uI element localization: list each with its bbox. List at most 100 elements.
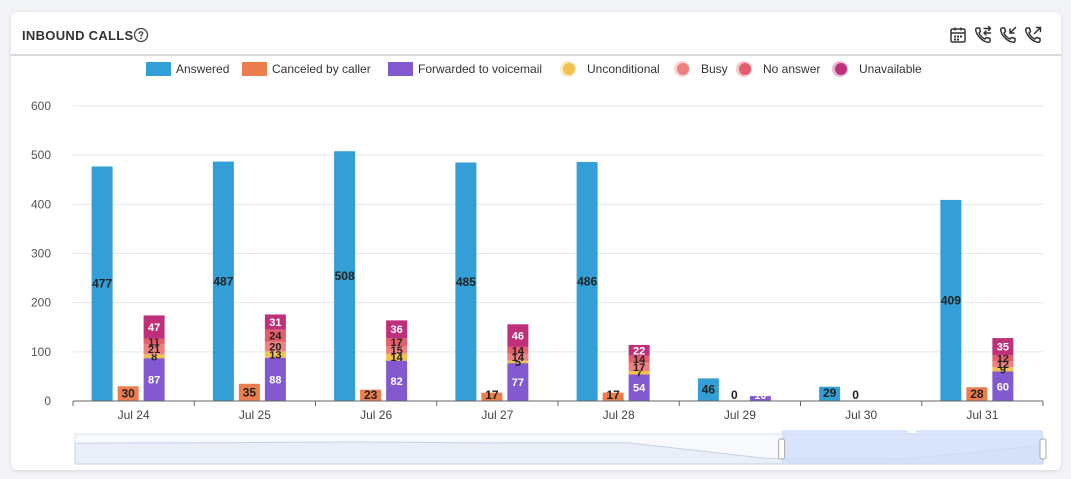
card-title: INBOUND CALLS [22,28,134,43]
legend-item[interactable]: No answer [736,61,820,77]
data-label: 487 [213,274,233,288]
bar-forwarded-to-voicemail[interactable]: 82 [386,360,408,401]
bar-forwarded-to-voicemail[interactable]: 10 [749,390,771,402]
bar-busy[interactable]: 20 [264,341,286,353]
bar-no-answer[interactable]: 11 [143,336,165,348]
bar-busy[interactable]: 15 [386,345,408,357]
bar-unavailable[interactable]: 46 [507,324,529,347]
phone-outgoing-icon[interactable] [1023,25,1043,45]
bar [697,378,719,401]
data-label: 22 [633,345,645,357]
legend-swatch [677,63,689,75]
bar-unavailable[interactable]: 31 [264,314,286,330]
bar-unconditional[interactable]: 13 [264,350,286,362]
data-label: 21 [148,344,160,356]
bar-busy[interactable]: 17 [628,362,650,374]
y-tick-label: 300 [31,247,51,261]
help-icon[interactable] [133,27,149,43]
bar-unconditional[interactable]: 5 [507,357,529,369]
bar-unconditional[interactable]: 9 [992,364,1014,376]
bar-answered[interactable]: 508 [334,151,356,401]
bar-forwarded-to-voicemail[interactable]: 88 [264,357,286,401]
legend-item[interactable]: Unavailable [832,61,922,77]
bar-forwarded-to-voicemail[interactable]: 60 [992,371,1014,402]
phone-inout-icon[interactable] [973,25,993,45]
data-label: 508 [335,269,355,283]
legend-item[interactable]: Answered [146,62,229,76]
x-tick-label: Jul 28 [603,408,635,422]
zoom-handle[interactable] [778,438,786,460]
legend-item[interactable]: Unconditional [560,61,660,77]
data-label: 12 [997,359,1009,371]
bar-forwarded-to-voicemail[interactable]: 77 [507,363,529,401]
bar-no-answer[interactable]: 17 [386,337,408,349]
bar-answered[interactable]: 487 [212,161,234,401]
bar-answered[interactable]: 46 [697,378,719,401]
bar-canceled[interactable]: 30 [117,386,139,401]
data-label: 35 [243,385,257,399]
bar-forwarded-to-voicemail[interactable]: 87 [143,358,165,401]
data-label: 46 [702,383,716,397]
legend-item[interactable]: Forwarded to voicemail [388,62,542,76]
legend-item[interactable]: Busy [674,61,728,77]
bar-segment [386,338,408,347]
bar-unavailable[interactable]: 35 [992,338,1014,356]
zoom-drag-handle[interactable] [908,430,917,433]
bar-canceled[interactable]: 17 [481,388,503,402]
bar-unconditional[interactable]: 7 [628,368,650,380]
data-label: 12 [997,353,1009,365]
calendar-icon[interactable] [948,25,968,45]
data-label: 17 [485,388,499,402]
legend-item[interactable]: Canceled by caller [242,62,371,76]
bar-segment [264,357,286,401]
zoom-window[interactable] [781,430,1043,464]
data-label: 31 [269,317,281,329]
bar [966,387,988,401]
y-tick-label: 500 [31,148,51,162]
bar-canceled[interactable]: 28 [966,387,988,401]
bar-canceled[interactable]: 35 [238,383,260,401]
y-axis: 0 100 200 300 400 500 600 [31,99,51,408]
bar-segment [507,324,529,347]
bar-busy[interactable]: 12 [992,359,1014,371]
bar-unavailable[interactable]: 22 [628,344,650,357]
data-label: 36 [391,324,403,336]
bar-no-answer[interactable]: 12 [992,353,1014,365]
bar-answered[interactable]: 486 [576,162,598,401]
bar-no-answer[interactable]: 14 [507,345,529,357]
data-label: 0 [731,388,738,402]
zoom-handle[interactable] [1039,438,1047,460]
bar-answered[interactable]: 477 [91,166,113,401]
data-label: 0 [852,388,859,402]
bar-unavailable[interactable]: 36 [386,320,408,339]
bar [455,162,477,401]
bar-canceled[interactable]: 0 [731,388,738,402]
bar [212,161,234,401]
bar-unconditional[interactable]: 14 [386,352,408,364]
phone-incoming-icon[interactable] [998,25,1018,45]
bar-answered[interactable]: 29 [819,386,841,401]
bar-canceled[interactable]: 0 [852,388,859,402]
bar-busy[interactable]: 14 [507,352,529,364]
bar-answered[interactable]: 409 [940,199,962,401]
bar-no-answer[interactable]: 24 [264,329,286,343]
bar [334,151,356,401]
y-tick-label: 400 [31,197,51,211]
bar-unavailable[interactable]: 47 [143,315,165,339]
data-label: 17 [633,362,645,374]
bar-no-answer[interactable]: 14 [628,354,650,366]
bar-segment [507,353,529,361]
bar [91,166,113,401]
zoom-slider [74,430,1047,465]
bar-canceled[interactable]: 17 [602,388,624,402]
bar-canceled[interactable]: 23 [360,388,382,402]
bar-unconditional[interactable]: 8 [143,351,165,363]
bar-busy[interactable]: 21 [143,343,165,356]
y-tick-label: 600 [31,99,51,113]
x-tick-label: Jul 30 [845,408,877,422]
x-tick-label: Jul 27 [481,408,513,422]
bar [819,386,841,401]
bar-forwarded-to-voicemail[interactable]: 54 [628,374,650,401]
x-tick-label: Jul 24 [118,408,150,422]
bar-answered[interactable]: 485 [455,162,477,401]
